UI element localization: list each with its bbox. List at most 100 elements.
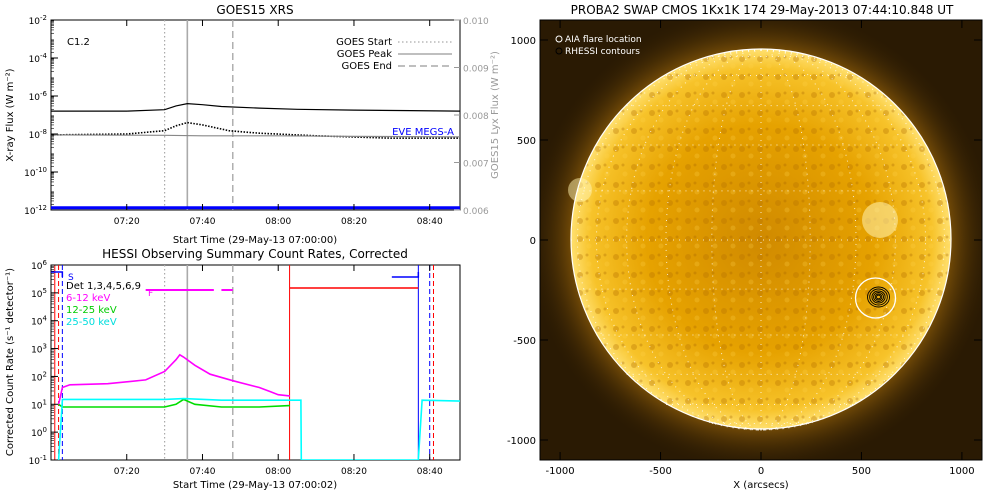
goes-y-axis: 10-12 10-10 10-8 10-6 10-4 10-2 xyxy=(24,14,58,217)
goes-xlabel: Start Time (29-May-13 07:00:00) xyxy=(173,235,337,246)
limb-bright-region xyxy=(568,178,592,202)
goes-xtick-label: 08:00 xyxy=(265,217,291,227)
hessi-ytick-label: 103 xyxy=(31,343,47,356)
legend-25-50: 25-50 keV xyxy=(66,317,117,328)
swap-title: PROBA2 SWAP CMOS 1Kx1K 174 29-May-2013 0… xyxy=(571,3,954,17)
goes-xtick-label: 08:20 xyxy=(341,217,367,227)
goes-ytick-right-label: 0.010 xyxy=(463,17,489,27)
hessi-series-layer xyxy=(57,287,460,460)
swap-xtick-label: -500 xyxy=(649,466,672,477)
rhessi-contour xyxy=(873,292,884,302)
swap-ytick-label: -500 xyxy=(513,336,536,347)
legend-rhessi-marker xyxy=(555,47,563,55)
swap-ytick-label: -1000 xyxy=(507,436,536,447)
goes-ytick-label: 10-2 xyxy=(29,14,47,27)
hessi-ytick-label: 101 xyxy=(31,398,47,411)
hessi-xlabel: Start Time (29-May-13 07:00:02) xyxy=(173,480,337,491)
longitude-line xyxy=(760,49,811,431)
hessi-title: HESSI Observing Summary Count Rates, Cor… xyxy=(102,247,408,261)
rhessi-contour xyxy=(876,294,881,300)
goes-panel: GOES15 XRS 10-12 10-10 10-8 10-6 10-4 10-2 0.… xyxy=(5,3,501,246)
hessi-vlines xyxy=(51,265,434,460)
rhessi-contour xyxy=(871,290,886,304)
swap-x-axis: -1000 -500 0 500 1000 xyxy=(546,20,975,477)
hessi-series-12-25 keV xyxy=(58,398,290,408)
goes-y-right-axis: 0.010 0.009 0.008 0.007 0.006 xyxy=(454,17,489,217)
goes-ytick-label: 10-10 xyxy=(24,166,47,179)
swap-ytick-label: 1000 xyxy=(511,36,536,47)
hessi-y-axis: 10-1 100 101 102 103 104 105 106 xyxy=(29,259,58,467)
swap-xtick-label: 0 xyxy=(758,466,764,477)
swap-image xyxy=(540,20,982,460)
swap-ytick-label: 0 xyxy=(530,236,536,247)
hessi-plot-frame xyxy=(50,264,461,461)
hessi-xtick-label: 07:20 xyxy=(114,467,140,477)
eve-annotation: EVE MEGS-A xyxy=(392,127,454,138)
goes-xtick-label: 07:20 xyxy=(114,217,140,227)
goes-series-long xyxy=(51,102,460,112)
hessi-ytick-label: 106 xyxy=(31,259,47,272)
legend-6-12: 6-12 keV xyxy=(66,293,110,304)
legend-goes-start: GOES Start xyxy=(336,37,392,48)
hessi-detectors: Det 1,3,4,5,6,9 xyxy=(66,281,141,292)
longitude-line xyxy=(711,49,762,431)
hessi-ytick-label: 105 xyxy=(31,287,47,300)
goes-ytick-label: 10-12 xyxy=(24,204,47,217)
goes-ytick-right-label: 0.009 xyxy=(463,65,489,75)
goes-ylabel-right: GOES15 Lyx Flux (W m⁻²) xyxy=(490,51,501,179)
goes-legend: GOES Start GOES Peak GOES End xyxy=(336,37,452,72)
hessi-xtick-label: 08:20 xyxy=(341,467,367,477)
goes-x-axis: 07:20 07:40 08:00 08:20 08:40 xyxy=(114,20,443,227)
legend-rhessi: RHESSI contours xyxy=(565,47,640,57)
swap-legend: AIA flare location RHESSI contours xyxy=(555,35,642,57)
active-region xyxy=(862,202,898,238)
goes-series-lyx xyxy=(51,134,460,138)
goes-ytick-label: 10-8 xyxy=(29,128,47,141)
swap-ytick-label: 500 xyxy=(517,136,536,147)
hessi-legend: Det 1,3,4,5,6,9 6-12 keV 12-25 keV 25-50… xyxy=(66,281,141,328)
hessi-x-axis: 07:20 07:40 08:00 08:20 08:40 xyxy=(114,265,443,477)
rhessi-contour xyxy=(867,286,890,308)
hessi-series-25-50 keV xyxy=(57,397,460,460)
flare-marker xyxy=(854,277,897,319)
goes-ylabel: X-ray Flux (W m⁻²) xyxy=(5,68,16,161)
legend-goes-peak: GOES Peak xyxy=(337,49,392,60)
goes-series-short xyxy=(51,121,460,139)
hessi-xtick-label: 08:40 xyxy=(417,467,443,477)
rhessi-contour xyxy=(869,288,888,306)
hessi-ytick-label: 102 xyxy=(31,370,47,383)
legend-aia: AIA flare location xyxy=(565,35,642,45)
legend-aia-marker xyxy=(555,35,563,43)
hessi-panel: HESSI Observing Summary Count Rates, Cor… xyxy=(5,247,461,491)
hessi-saa-bar xyxy=(51,271,64,277)
hessi-ytick-label: 104 xyxy=(31,315,47,328)
goes-vlines xyxy=(164,20,234,210)
goes-ytick-right-label: 0.008 xyxy=(463,112,489,122)
goes-xtick-label: 07:40 xyxy=(190,217,216,227)
hessi-xtick-label: 08:00 xyxy=(265,467,291,477)
hessi-ylabel: Corrected Count Rate (s⁻¹ detector⁻¹) xyxy=(5,268,16,456)
goes-xtick-label: 08:40 xyxy=(417,217,443,227)
goes-ytick-label: 10-6 xyxy=(29,90,48,103)
swap-y-axis: -1000 -500 0 500 1000 xyxy=(507,36,982,447)
goes-series-layer xyxy=(51,102,460,210)
lat-lon-grid xyxy=(571,49,951,431)
goes-plot-frame xyxy=(50,19,461,211)
legend-12-25: 12-25 keV xyxy=(66,305,117,316)
limb-outline xyxy=(570,48,952,430)
legend-goes-end: GOES End xyxy=(342,61,392,72)
hessi-series-6-12 keV xyxy=(57,353,290,405)
goes-ytick-right-label: 0.006 xyxy=(463,207,489,217)
flag-f: F xyxy=(148,289,153,299)
solar-texture xyxy=(571,49,951,429)
hessi-ytick-label: 100 xyxy=(31,426,47,439)
goes-ytick-right-label: 0.007 xyxy=(463,160,489,170)
hessi-xtick-label: 07:40 xyxy=(190,467,216,477)
hessi-saa-bar-2 xyxy=(391,272,420,278)
swap-xtick-label: 500 xyxy=(852,466,871,477)
swap-panel: PROBA2 SWAP CMOS 1Kx1K 174 29-May-2013 0… xyxy=(507,3,983,491)
swap-xlabel: X (arcsecs) xyxy=(733,480,789,491)
goes-title: GOES15 XRS xyxy=(216,3,293,17)
swap-xtick-label: -1000 xyxy=(546,466,575,477)
